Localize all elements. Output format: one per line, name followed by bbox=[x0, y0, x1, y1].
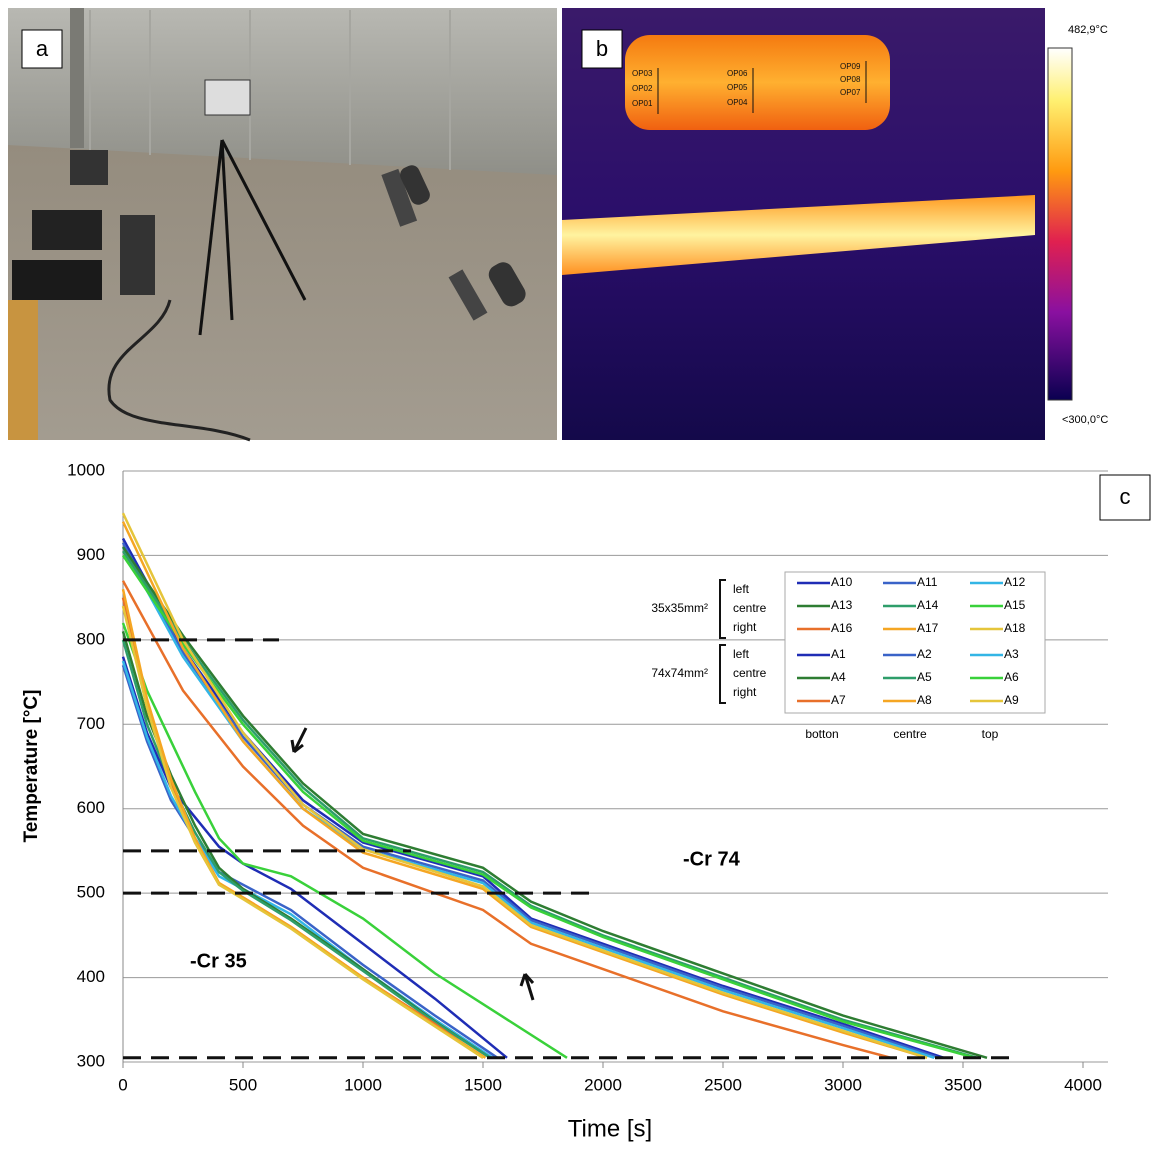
legend-label: A6 bbox=[1004, 670, 1019, 684]
legend-label: A14 bbox=[917, 598, 939, 612]
point-label: OP09 bbox=[840, 62, 861, 71]
x-tick-label: 2500 bbox=[704, 1075, 742, 1094]
y-tick-label: 900 bbox=[77, 545, 105, 564]
series-line bbox=[121, 546, 935, 1059]
y-tick-label: 500 bbox=[77, 883, 105, 902]
legend-label: A5 bbox=[917, 670, 932, 684]
series-line bbox=[121, 597, 484, 1059]
legend-label: A17 bbox=[917, 621, 939, 635]
scale-min: <300,0°C bbox=[1062, 414, 1108, 426]
x-tick-label: 500 bbox=[229, 1075, 257, 1094]
legend-column-label: centre bbox=[893, 727, 927, 741]
legend-row-label: centre bbox=[733, 601, 767, 615]
legend-label: A11 bbox=[917, 575, 938, 589]
legend-row-label: right bbox=[733, 620, 757, 634]
point-label: OP06 bbox=[727, 69, 748, 78]
point-label: OP07 bbox=[840, 88, 861, 97]
x-tick-label: 3000 bbox=[824, 1075, 862, 1094]
series-line bbox=[121, 521, 928, 1059]
y-tick-label: 800 bbox=[77, 629, 105, 648]
point-label: OP02 bbox=[632, 84, 653, 93]
legend-column-label: top bbox=[982, 727, 999, 741]
brace bbox=[719, 579, 726, 639]
x-tick-label: 1500 bbox=[464, 1075, 502, 1094]
x-tick-label: 1000 bbox=[344, 1075, 382, 1094]
series-line bbox=[121, 546, 988, 1059]
y-tick-label: 1000 bbox=[67, 460, 105, 479]
x-tick-label: 2000 bbox=[584, 1075, 622, 1094]
point-label: OP04 bbox=[727, 98, 748, 107]
photo-a: a bbox=[8, 8, 557, 442]
series-line bbox=[121, 656, 508, 1059]
series-line bbox=[121, 631, 491, 1059]
x-axis-label: Time [s] bbox=[568, 1115, 652, 1142]
legend-label: A10 bbox=[831, 575, 853, 589]
legend-row-label: right bbox=[733, 685, 757, 699]
scale-max: 482,9°C bbox=[1068, 24, 1108, 36]
point-label: OP08 bbox=[840, 75, 861, 84]
point-label: OP03 bbox=[632, 69, 653, 78]
legend-group-label: 35x35mm² bbox=[651, 601, 708, 615]
series-line bbox=[121, 605, 484, 1059]
photo-b: b 482,9°C <300,0°C bbox=[562, 8, 1158, 440]
legend-label: A2 bbox=[917, 647, 932, 661]
arrow bbox=[290, 727, 308, 754]
point-label: OP01 bbox=[632, 99, 653, 108]
series-line bbox=[121, 588, 487, 1059]
y-axis-label: Temperature [°C] bbox=[21, 690, 42, 843]
legend-column-label: botton bbox=[805, 727, 838, 741]
series-line bbox=[121, 639, 491, 1059]
legend-box bbox=[784, 571, 1046, 714]
x-tick-label: 4000 bbox=[1064, 1075, 1102, 1094]
series-line bbox=[121, 550, 978, 1060]
legend-row-label: left bbox=[733, 647, 750, 661]
legend-group-label: 74x74mm² bbox=[651, 666, 708, 680]
x-tick-label: 3500 bbox=[944, 1075, 982, 1094]
series-line bbox=[121, 512, 928, 1059]
arrow bbox=[519, 973, 535, 1001]
series-line bbox=[121, 580, 892, 1060]
series-line bbox=[121, 554, 976, 1060]
legend-row-label: centre bbox=[733, 666, 767, 680]
y-tick-label: 700 bbox=[77, 714, 105, 733]
annotation: -Cr 35 bbox=[190, 950, 247, 972]
legend-label: A1 bbox=[831, 647, 846, 661]
legend-label: A12 bbox=[1004, 575, 1026, 589]
panel-label: b bbox=[596, 36, 608, 61]
legend-label: A16 bbox=[831, 621, 853, 635]
legend-label: A8 bbox=[917, 693, 932, 707]
legend-label: A4 bbox=[831, 670, 846, 684]
series-line bbox=[121, 537, 945, 1059]
annotation: -Cr 74 bbox=[683, 848, 741, 870]
legend-label: A7 bbox=[831, 693, 846, 707]
legend-row-label: left bbox=[733, 582, 750, 596]
legend-label: A3 bbox=[1004, 647, 1019, 661]
series-line bbox=[121, 622, 568, 1059]
point-label: OP05 bbox=[727, 83, 748, 92]
legend-label: A15 bbox=[1004, 598, 1026, 612]
legend-label: A18 bbox=[1004, 621, 1026, 635]
panel-label: c bbox=[1120, 484, 1131, 509]
legend-label: A9 bbox=[1004, 693, 1019, 707]
y-tick-label: 600 bbox=[77, 798, 105, 817]
x-tick-label: 0 bbox=[118, 1075, 127, 1094]
panel-label: a bbox=[36, 36, 49, 61]
y-tick-label: 400 bbox=[77, 967, 105, 986]
brace bbox=[719, 644, 726, 704]
legend-label: A13 bbox=[831, 598, 853, 612]
y-tick-label: 300 bbox=[77, 1051, 105, 1070]
